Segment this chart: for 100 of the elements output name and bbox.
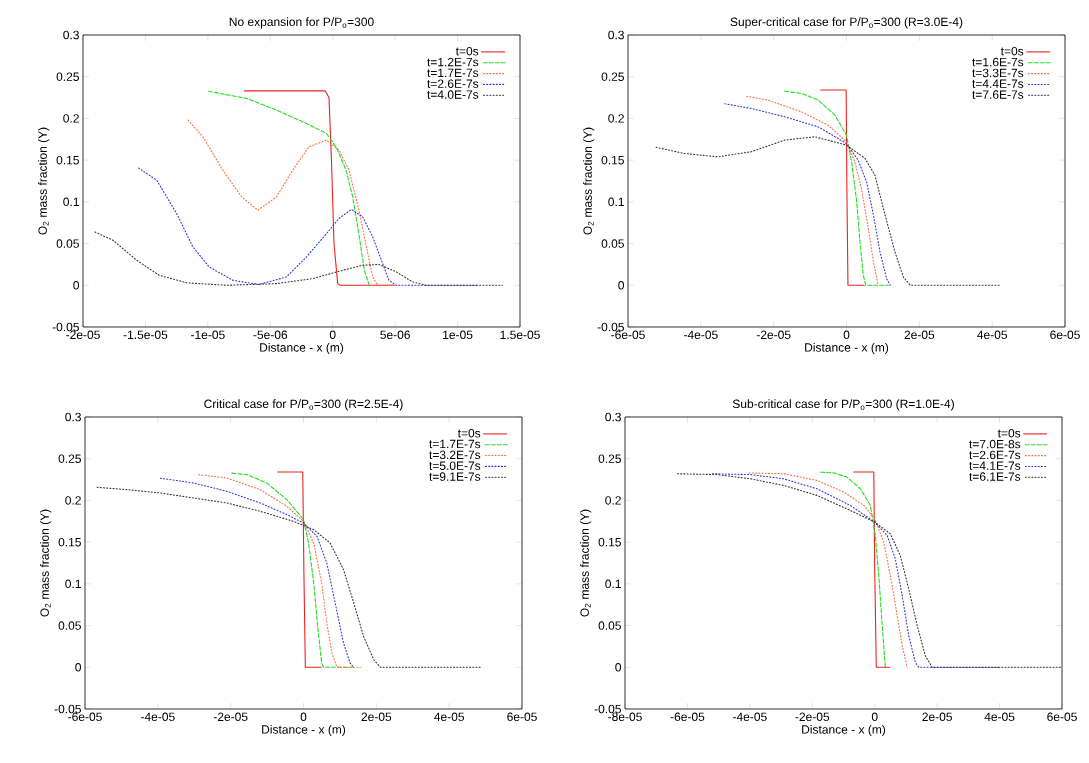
x-tick-label: 1e-05: [443, 330, 473, 340]
x-tick-label: 4e-05: [984, 712, 1015, 722]
y-tick-label: 0: [618, 281, 625, 290]
y-tick-label: -0.05: [54, 704, 81, 714]
legend-label: t=1.7E-7s: [429, 439, 481, 449]
legend-label: t=1.2E-7s: [427, 57, 479, 67]
x-tick-label: -4e-05: [141, 712, 175, 722]
legend-label: t=4.1E-7s: [969, 461, 1021, 470]
x-axis-title: Distance - x (m): [260, 342, 344, 355]
x-tick-label: -5e-06: [253, 330, 288, 340]
y-tick-label: 0.25: [56, 72, 79, 81]
legend-label: t=9.1E-7s: [429, 472, 481, 481]
x-tick-label: 1.5e-05: [500, 330, 540, 340]
x-tick-label: 0: [300, 712, 307, 722]
y-tick-label: -0.05: [597, 322, 624, 332]
legend-label: t=7.0E-8s: [969, 439, 1021, 449]
legend-label: t=1.7E-7s: [427, 68, 479, 78]
legend-label: t=4.0E-7s: [427, 90, 479, 99]
y-axis-title: O$_{2}$ mass fraction (Y): [40, 509, 52, 617]
y-tick-label: 0: [75, 663, 82, 672]
y-axis-title: O$_{2}$ mass fraction (Y): [38, 127, 50, 235]
x-tick-label: 0: [329, 330, 336, 340]
line-series: [653, 136, 1002, 286]
x-tick-label: 0: [843, 330, 850, 340]
x-tick-label: 2e-05: [361, 712, 392, 722]
legend-label: t=2.6E-7s: [969, 450, 1021, 460]
legend-label: t=3.3E-7s: [972, 68, 1024, 78]
line-series: [136, 166, 477, 286]
legend-label: t=1.6E-7s: [972, 57, 1024, 67]
y-tick-label: 0.1: [605, 579, 621, 589]
line-series: [674, 473, 1061, 668]
x-tick-label: -1.5e-05: [123, 330, 168, 340]
x-tick-label: -8e-05: [608, 712, 642, 722]
x-tick-label: 5e-06: [380, 330, 410, 340]
x-axis-title: Distance - x (m): [262, 724, 346, 737]
chart-title: Super-critical case for P/P$_{o}$=300 (R=3.0E-4): [730, 17, 963, 29]
legend-label: t=6.1E-7s: [969, 472, 1021, 481]
y-tick-label: 0.3: [608, 30, 624, 40]
chart-title: No expansion for P/P$_{o}$=300: [229, 17, 374, 29]
y-tick-label: 0.15: [58, 537, 81, 547]
legend-label: t=0s: [457, 428, 481, 438]
x-tick-label: 6e-05: [1047, 712, 1077, 722]
legend-label: t=0s: [997, 428, 1021, 438]
x-tick-label: 4e-05: [434, 712, 464, 722]
y-tick-label: 0.1: [63, 197, 79, 207]
y-tick-label: 0.3: [605, 412, 621, 422]
chart-title: Critical case for P/P$_{o}$=300 (R=2.5E-4): [204, 399, 403, 411]
x-tick-label: -2e-05: [795, 712, 830, 722]
line-series: [206, 90, 370, 286]
line-series: [746, 472, 908, 668]
line-series: [722, 102, 891, 286]
x-tick-label: 0: [871, 712, 878, 722]
legend-label: t=0s: [455, 46, 479, 56]
x-tick-label: 6e-05: [507, 712, 537, 722]
y-tick-label: 0.25: [598, 454, 621, 463]
y-tick-label: 0.1: [65, 579, 81, 589]
y-tick-label: 0.3: [63, 30, 79, 40]
y-tick-label: 0.05: [58, 621, 81, 630]
x-tick-label: -2e-05: [213, 712, 248, 722]
legend-label: t=2.6E-7s: [427, 79, 479, 88]
x-tick-label: -2e-05: [756, 330, 791, 340]
x-tick-label: -6e-05: [670, 712, 705, 722]
line-series: [818, 471, 886, 668]
y-axis-title: O$_{2}$ mass fraction (Y): [583, 127, 595, 235]
x-tick-label: 4e-05: [977, 330, 1008, 340]
y-tick-label: -0.05: [594, 704, 621, 714]
x-tick-label: -6e-05: [68, 712, 102, 722]
x-axis-title: Distance - x (m): [802, 724, 886, 737]
y-tick-label: 0.15: [56, 155, 79, 165]
y-tick-label: 0.25: [58, 454, 81, 463]
line-series: [229, 472, 355, 668]
x-axis-title: Distance - x (m): [805, 342, 889, 355]
y-tick-label: 0.2: [63, 114, 79, 123]
y-tick-label: 0.2: [608, 114, 624, 123]
y-tick-label: 0.25: [601, 72, 624, 81]
y-tick-label: 0.3: [65, 412, 81, 422]
y-tick-label: 0.05: [598, 621, 621, 630]
legend-label: t=3.2E-7s: [429, 450, 481, 460]
x-tick-label: 2e-05: [922, 712, 952, 722]
x-tick-label: -4e-05: [684, 330, 718, 340]
y-tick-label: 0.05: [601, 239, 624, 248]
y-tick-label: 0: [615, 663, 622, 672]
x-tick-label: 2e-05: [904, 330, 935, 340]
x-tick-label: -2e-05: [66, 330, 100, 340]
y-tick-label: 0.15: [598, 537, 621, 547]
y-axis-title: O$_{2}$ mass fraction (Y): [580, 509, 592, 617]
line-series: [92, 230, 504, 286]
y-tick-label: 0.05: [56, 239, 79, 248]
chart-title: Sub-critical case for P/P$_{o}$=300 (R=1.0E-4): [732, 399, 954, 411]
y-tick-label: -0.05: [52, 322, 79, 332]
line-series: [94, 486, 483, 668]
x-tick-label: 6e-05: [1050, 330, 1080, 340]
legend-label: t=0s: [1000, 46, 1024, 56]
line-series: [743, 95, 879, 286]
line-series: [186, 117, 394, 286]
legend-label: t=7.6E-7s: [972, 90, 1024, 99]
y-tick-label: 0.2: [605, 496, 621, 505]
y-tick-label: 0.2: [65, 496, 81, 505]
y-tick-label: 0: [73, 281, 80, 290]
legend-label: t=5.0E-7s: [429, 461, 481, 470]
